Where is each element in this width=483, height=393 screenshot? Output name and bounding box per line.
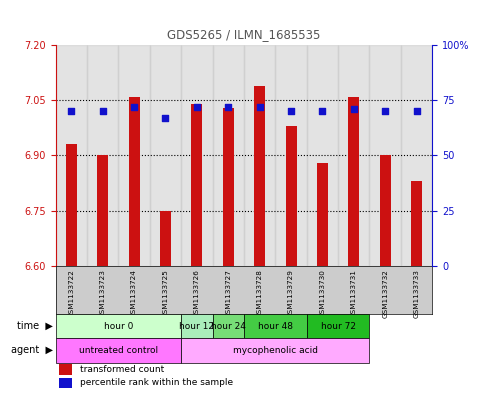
- Bar: [317, 163, 328, 266]
- Text: hour 0: hour 0: [104, 322, 133, 331]
- Bar: [369, 45, 401, 266]
- Bar: [338, 45, 369, 266]
- Bar: [223, 108, 234, 266]
- Bar: [244, 314, 307, 338]
- Bar: [254, 86, 265, 266]
- Point: [350, 106, 357, 112]
- Text: GSM1133730: GSM1133730: [319, 270, 326, 318]
- Point: [193, 104, 201, 110]
- Bar: [59, 364, 72, 375]
- Bar: [66, 144, 77, 266]
- Text: GSM1133727: GSM1133727: [225, 270, 231, 318]
- Text: hour 24: hour 24: [211, 322, 246, 331]
- Bar: [307, 45, 338, 266]
- Text: GSM1133726: GSM1133726: [194, 270, 200, 318]
- Text: hour 12: hour 12: [179, 322, 214, 331]
- Text: agent  ▶: agent ▶: [11, 345, 53, 356]
- Text: GSM1133733: GSM1133733: [413, 270, 420, 318]
- Point: [224, 104, 232, 110]
- Text: transformed count: transformed count: [80, 365, 164, 374]
- Bar: [56, 45, 87, 266]
- Text: hour 48: hour 48: [258, 322, 293, 331]
- Bar: [213, 45, 244, 266]
- Text: GSM1133723: GSM1133723: [99, 270, 106, 318]
- Bar: [307, 314, 369, 338]
- Bar: [160, 211, 171, 266]
- Text: untreated control: untreated control: [79, 346, 158, 355]
- Bar: [411, 181, 422, 266]
- Point: [382, 108, 389, 114]
- Bar: [285, 126, 297, 266]
- Point: [68, 108, 75, 114]
- Text: GSM1133731: GSM1133731: [351, 270, 357, 318]
- Bar: [401, 45, 432, 266]
- Text: GSM1133728: GSM1133728: [256, 270, 263, 318]
- Text: GSM1133732: GSM1133732: [382, 270, 388, 318]
- Bar: [128, 97, 140, 266]
- Bar: [118, 45, 150, 266]
- Bar: [275, 45, 307, 266]
- Bar: [380, 155, 391, 266]
- Point: [161, 115, 170, 121]
- Point: [319, 108, 327, 114]
- Bar: [181, 314, 213, 338]
- Text: GSM1133729: GSM1133729: [288, 270, 294, 318]
- Bar: [348, 97, 359, 266]
- Point: [130, 104, 138, 110]
- Text: time  ▶: time ▶: [17, 321, 53, 331]
- Bar: [87, 45, 118, 266]
- Bar: [181, 338, 369, 363]
- Text: percentile rank within the sample: percentile rank within the sample: [80, 378, 233, 387]
- Bar: [150, 45, 181, 266]
- Bar: [97, 155, 108, 266]
- Point: [99, 108, 107, 114]
- Point: [412, 108, 420, 114]
- Text: GDS5265 / ILMN_1685535: GDS5265 / ILMN_1685535: [167, 28, 321, 41]
- Bar: [244, 45, 275, 266]
- Bar: [59, 378, 72, 388]
- Bar: [56, 314, 181, 338]
- Text: GSM1133724: GSM1133724: [131, 270, 137, 318]
- Bar: [181, 45, 213, 266]
- Bar: [56, 338, 181, 363]
- Bar: [191, 104, 202, 266]
- Bar: [213, 314, 244, 338]
- Text: GSM1133722: GSM1133722: [68, 270, 74, 318]
- Text: GSM1133725: GSM1133725: [162, 270, 169, 318]
- Text: mycophenolic acid: mycophenolic acid: [233, 346, 318, 355]
- Text: hour 72: hour 72: [321, 322, 355, 331]
- Point: [256, 104, 264, 110]
- Point: [287, 108, 295, 114]
